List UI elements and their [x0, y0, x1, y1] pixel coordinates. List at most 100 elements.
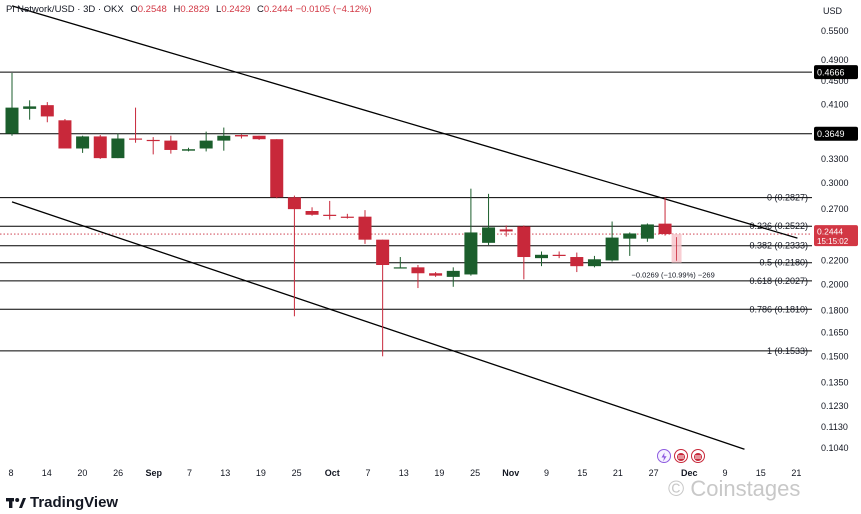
candle-body-down [93, 136, 107, 159]
price-tick-label: 0.2000 [821, 279, 849, 289]
low-value: 0.2429 [221, 4, 251, 15]
price-tick-label: 0.1500 [821, 351, 849, 361]
candle-body-down [658, 223, 672, 235]
current-price-countdown: 15:15:02 [817, 237, 849, 246]
price-tick-label: 0.3000 [821, 178, 849, 188]
time-tick-label: Oct [325, 468, 340, 478]
time-tick-label: 25 [470, 468, 480, 478]
price-tick-label: 0.5500 [821, 26, 849, 36]
current-price-tag [814, 225, 858, 247]
candle-body-down [552, 254, 566, 256]
symbol-name[interactable]: Pi Network/USD · 3D · OKX [6, 4, 124, 15]
candle-body-down [146, 139, 160, 142]
price-tick-label: 0.1230 [821, 401, 849, 411]
time-tick-label: Sep [146, 468, 163, 478]
time-tick-label: 21 [613, 468, 623, 478]
price-tick-label: 0.1800 [821, 306, 849, 316]
price-tick-label: 0.4100 [821, 100, 849, 110]
trendline-lower [11, 201, 745, 450]
candle-body-down [129, 138, 143, 140]
fib-level-label: 0.618 (0.2027) [749, 276, 808, 286]
time-tick-label: 26 [113, 468, 123, 478]
price-tick-label: 0.4900 [821, 55, 849, 65]
candle-body-up [623, 233, 637, 239]
candle-body-up [76, 136, 90, 149]
candle-body-up [482, 227, 496, 243]
candle-body-up [182, 149, 195, 151]
time-tick-label: 8 [8, 468, 13, 478]
trendline-upper [11, 5, 798, 239]
candle-body-up [393, 267, 407, 269]
price-tick-label: 0.1350 [821, 378, 849, 388]
candle-body-down [270, 139, 284, 198]
time-tick-label: Nov [502, 468, 519, 478]
price-tick-label: 0.1130 [821, 422, 848, 432]
candle-body-up [111, 138, 125, 159]
candle-body-up [217, 135, 231, 141]
price-level-tag-label: 0.4666 [817, 68, 845, 78]
watermark: © Coinstages [668, 476, 801, 501]
time-tick-label: 27 [649, 468, 659, 478]
candle-body-down [429, 273, 443, 276]
fib-level-label: 0.786 (0.1810) [749, 304, 808, 314]
open-label: O [130, 4, 138, 15]
candle-body-up [199, 140, 213, 149]
price-tick-label: 0.2200 [821, 255, 849, 265]
time-tick-label: 9 [722, 468, 727, 478]
currency-label[interactable]: USD [823, 6, 843, 16]
tradingview-brand[interactable]: TradingView [6, 494, 118, 511]
time-tick-label: 19 [434, 468, 444, 478]
open-value: 0.2548 [137, 4, 167, 15]
tradingview-logo-icon [6, 497, 26, 508]
price-tick-label: 0.2700 [821, 204, 849, 214]
price-tick-label: 0.1650 [821, 327, 849, 337]
time-tick-label: 21 [791, 468, 801, 478]
fib-level-label: 0.382 (0.2333) [749, 241, 808, 251]
candle-body-down [252, 135, 266, 140]
brand-name: TradingView [30, 494, 119, 511]
symbol-header: Pi Network/USD · 3D · OKX O0.2548 H0.282… [6, 4, 372, 15]
price-tick-label: 0.3300 [821, 154, 849, 164]
candle-body-up [640, 224, 654, 239]
fib-level-label: 0 (0.2827) [767, 193, 808, 203]
time-tick-label: 15 [756, 468, 766, 478]
candle-body-down [376, 239, 390, 266]
time-tick-label: Dec [681, 468, 698, 478]
price-level-tag [814, 126, 858, 141]
candle-body-down [58, 120, 72, 149]
candle-body-down [340, 216, 354, 218]
current-price-value: 0.2444 [817, 227, 843, 237]
close-value: 0.2444 [263, 4, 293, 15]
candle-body-down [499, 229, 513, 232]
candle-body-down [164, 140, 178, 150]
fib-level-label: 0.5 (0.2180) [759, 258, 808, 268]
time-tick-label: 9 [544, 468, 549, 478]
candle-body-down [323, 214, 337, 216]
time-tick-label: 19 [256, 468, 266, 478]
candle-body-down [570, 257, 584, 267]
price-level-tag-label: 0.3649 [817, 129, 845, 139]
high-label: H [173, 4, 181, 15]
candle-body-up [535, 254, 548, 259]
time-tick-label: 25 [292, 468, 302, 478]
price-level-tag [814, 65, 858, 80]
event-lightning-icon[interactable] [657, 449, 671, 463]
change-value: −0.0105 (−4.12%) [295, 4, 372, 15]
candle-body-up [464, 232, 478, 275]
fib-level-label: 1 (0.1533) [767, 346, 808, 356]
fib-level-label: 0.236 (0.2522) [749, 221, 808, 231]
candle-body-down [287, 197, 301, 210]
time-tick-label: 13 [399, 468, 409, 478]
candle-body-down [358, 216, 372, 240]
candle-body-up [587, 259, 601, 267]
candle-body-up [23, 106, 37, 109]
event-flag-icon-2[interactable] [691, 449, 705, 463]
low-label: L [216, 4, 222, 15]
time-tick-label: 14 [42, 468, 52, 478]
candle-body-down [517, 226, 531, 258]
event-flag-icon[interactable] [674, 449, 688, 463]
time-tick-label: 15 [577, 468, 587, 478]
candle-body-up [605, 237, 619, 261]
